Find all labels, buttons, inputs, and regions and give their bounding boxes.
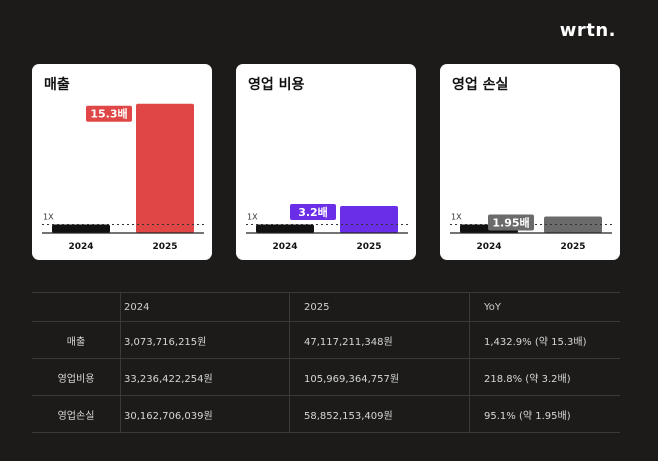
cell-2025: 47,117,211,348원 <box>289 321 470 359</box>
table-row: 영업손실 30,162,706,039원 58,852,153,409원 95.… <box>32 395 620 433</box>
multiplier-badge <box>290 203 336 220</box>
x-tick-label: 2024 <box>272 242 297 252</box>
cell-yoy: 218.8% (약 3.2배) <box>469 358 620 396</box>
cell-2024: 30,162,706,039원 <box>120 395 290 433</box>
cell-2024: 3,073,716,215원 <box>120 321 290 359</box>
reference-label-1x: 1X <box>247 213 258 222</box>
reference-label-1x: 1X <box>43 213 54 222</box>
chart-title: 영업 비용 <box>248 77 305 93</box>
opex-chart: 1X 2024 2025 3.2배 <box>246 203 408 252</box>
table-header-2025: 2025 <box>289 292 470 322</box>
table-header-2024: 2024 <box>120 292 290 322</box>
oploss-chart: 1X 2024 2025 1.95배 <box>450 213 612 252</box>
reference-label-1x: 1X <box>451 213 462 222</box>
x-tick-label: 2025 <box>560 242 585 252</box>
multiplier-badge-label: 15.3배 <box>90 107 127 121</box>
multiplier-badge-label: 1.95배 <box>492 216 529 230</box>
row-label: 매출 <box>32 321 121 359</box>
revenue-chart: 1X 2024 2025 15.3배 <box>42 103 204 252</box>
cell-yoy: 1,432.9% (약 15.3배) <box>469 321 620 359</box>
bar-2025 <box>136 103 194 233</box>
multiplier-badge-label: 3.2배 <box>298 205 328 219</box>
row-label: 영업비용 <box>32 358 121 396</box>
bar-2024 <box>52 224 110 233</box>
financial-table: 2024 2025 YoY 매출 3,073,716,215원 47,117,2… <box>32 292 620 433</box>
bar-2024 <box>256 224 314 233</box>
brand-logo: wrtn. <box>559 20 616 41</box>
chart-card-oploss: 영업 손실 1X 2024 2025 1.95배 <box>440 64 620 260</box>
cell-2024: 33,236,422,254원 <box>120 358 290 396</box>
table-header-yoy: YoY <box>469 292 620 322</box>
cell-2025: 58,852,153,409원 <box>289 395 470 433</box>
cell-2025: 105,969,364,757원 <box>289 358 470 396</box>
table-row: 영업비용 33,236,422,254원 105,969,364,757원 21… <box>32 358 620 396</box>
x-tick-label: 2025 <box>152 242 177 252</box>
chart-card-revenue: 매출 1X 2024 2025 15.3배 <box>32 64 212 260</box>
table-header-empty <box>32 292 121 322</box>
bar-2025 <box>544 216 602 233</box>
x-tick-label: 2024 <box>68 242 93 252</box>
row-label: 영업손실 <box>32 395 121 433</box>
chart-title: 매출 <box>44 77 70 93</box>
x-tick-label: 2024 <box>476 242 501 252</box>
table-row: 매출 3,073,716,215원 47,117,211,348원 1,432.… <box>32 321 620 359</box>
bar-2025 <box>340 205 398 233</box>
multiplier-badge <box>86 105 132 122</box>
multiplier-badge <box>488 214 534 231</box>
cell-yoy: 95.1% (약 1.95배) <box>469 395 620 433</box>
table-header-row: 2024 2025 YoY <box>32 292 620 322</box>
chart-card-opex: 영업 비용 1X 2024 2025 3.2배 <box>236 64 416 260</box>
x-tick-label: 2025 <box>356 242 381 252</box>
chart-title: 영업 손실 <box>452 77 509 93</box>
